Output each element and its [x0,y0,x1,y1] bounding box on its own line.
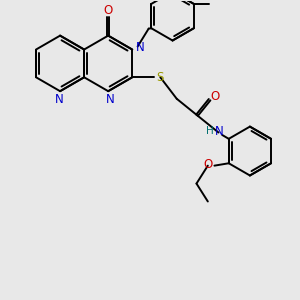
Text: O: O [103,4,113,17]
Text: H: H [206,126,214,136]
Text: N: N [215,125,224,138]
Text: N: N [136,40,145,54]
Text: N: N [55,93,64,106]
Text: O: O [210,90,220,103]
Text: N: N [106,93,115,106]
Text: S: S [157,71,164,84]
Text: O: O [203,158,212,171]
